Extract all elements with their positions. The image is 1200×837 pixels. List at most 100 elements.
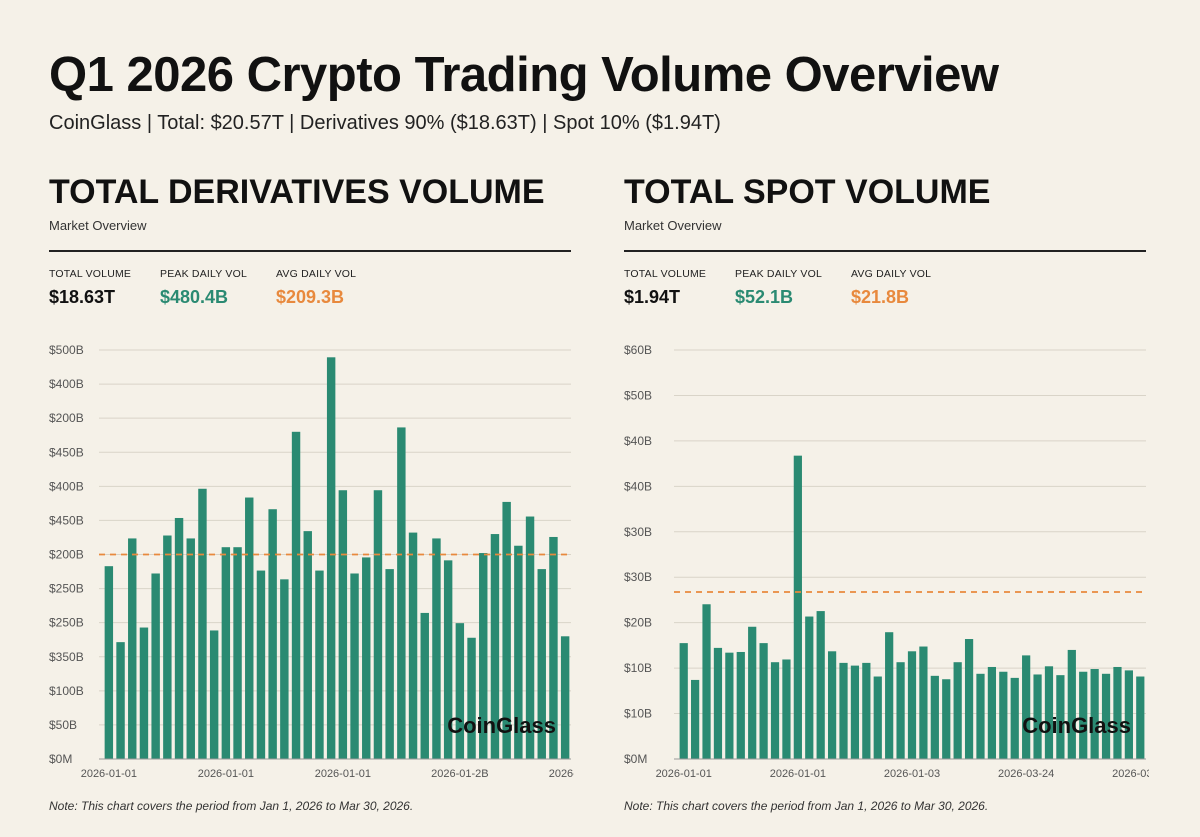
x-tick-label: 2026-03-24 [998,768,1054,780]
bar [759,643,768,759]
bar [128,538,137,759]
x-tick-label: 2026-01-01 [198,768,254,780]
bar [549,536,558,759]
bar [964,639,974,759]
bar [691,679,700,759]
y-tick-label: $0M [624,752,647,766]
y-tick-label: $50B [624,388,652,402]
bar [736,651,745,759]
bar [490,534,500,759]
bar [151,573,160,759]
y-tick-label: $10B [624,707,652,721]
bar [793,455,802,759]
divider [624,250,1146,252]
bar [1136,676,1145,759]
bar [1044,666,1054,759]
bar [748,626,757,759]
bar [245,497,254,759]
bar [827,651,837,759]
bar [1101,673,1111,759]
x-tick-label: 2026-01-2B [431,768,489,780]
bar [479,553,488,759]
x-tick-label: 2026-01-01 [81,768,137,780]
bar [397,427,406,759]
bar [502,501,511,759]
derivatives-panel: TOTAL DERIVATIVES VOLUME Market Overview… [49,170,574,830]
bar [443,560,453,759]
bar [174,517,184,759]
stat-label: AVG DAILY VOL [851,268,932,280]
bar [805,616,814,759]
bar [186,538,195,759]
bar [291,431,301,759]
y-tick-label: $50B [49,718,77,732]
bar [1067,649,1076,759]
y-tick-label: $400B [49,479,84,493]
panel-subtitle: Market Overview [49,218,147,233]
stat-total-volume: TOTAL VOLUME $18.63T [49,268,131,308]
stat-value: $1.94T [624,287,681,307]
chart-note: Note: This chart covers the period from … [49,799,414,813]
y-tick-label: $30B [624,570,652,584]
bar [942,679,951,759]
bar [233,547,242,759]
bar [537,569,546,759]
bar [1090,669,1099,759]
y-tick-label: $250B [49,616,84,630]
bar [1079,671,1088,759]
bar [725,652,734,759]
bar [770,662,780,759]
bar [885,632,894,759]
y-tick-label: $40B [624,479,652,493]
bar [816,611,825,759]
bar [326,357,336,759]
divider [49,250,571,252]
bar [303,531,312,759]
y-tick-label: $60B [624,343,652,357]
bar [702,604,711,759]
panel-title: TOTAL SPOT VOLUME [624,173,991,211]
bar [782,659,791,759]
x-tick-label: 2026-03-23 [549,768,574,780]
bar [930,675,939,759]
y-tick-label: $200B [49,548,84,562]
y-tick-label: $500B [49,343,84,357]
panel-title: TOTAL DERIVATIVES VOLUME [49,173,545,211]
y-tick-label: $0M [49,752,72,766]
bar [850,665,860,759]
bar [1124,670,1133,759]
bar [862,662,871,759]
bar [104,566,114,759]
bar [525,516,535,759]
chart-note: Note: This chart covers the period from … [624,799,989,813]
bar [420,612,429,759]
bar [953,662,962,759]
bar [432,538,441,759]
bar [221,547,231,759]
bar [209,630,219,759]
stat-label: TOTAL VOLUME [624,268,707,280]
x-tick-label: 2026-03-23 [1112,768,1149,780]
bar [1033,674,1042,759]
y-tick-label: $450B [49,513,84,527]
stat-value: $52.1B [735,287,794,307]
stat-label: PEAK DAILY VOL [160,268,248,280]
stat-value: $209.3B [276,287,345,307]
stat-label: TOTAL VOLUME [49,268,132,280]
bar [163,535,172,759]
stat-total-volume: TOTAL VOLUME $1.94T [624,268,706,308]
bar [907,651,917,759]
spot-bar-chart: $0M $10B $10B $20B $30B $30B $40B $40B $50B $60B 2… [624,343,1149,780]
bar [198,488,207,759]
bar [1022,655,1031,759]
watermark-logo: CoinGlass [1022,713,1131,738]
watermark-logo: CoinGlass [447,713,556,738]
stat-avg-daily: AVG DAILY VOL $21.8B [851,268,931,308]
x-tick-label: 2026-01-03 [884,768,940,780]
stat-peak-daily: PEAK DAILY VOL $480.4B [160,268,247,308]
stat-value: $18.63T [49,287,116,307]
page-title: Q1 2026 Crypto Trading Volume Overview [49,48,999,102]
bar [987,666,997,759]
bar [999,671,1008,759]
y-tick-label: $200B [49,411,84,425]
